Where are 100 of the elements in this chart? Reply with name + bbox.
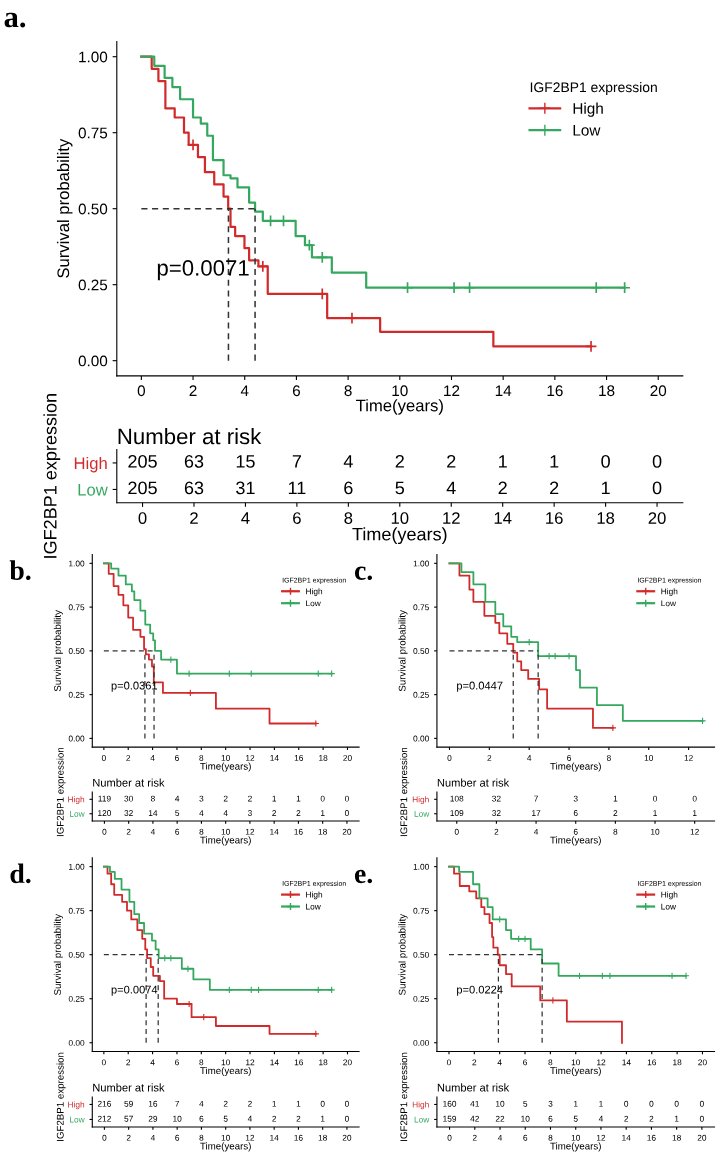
x-tick-label: 8 (548, 1134, 553, 1141)
x-tick-label: 6 (175, 755, 179, 761)
chart-title: d. (10, 863, 31, 884)
x-axis-title: Time(years) (550, 1142, 601, 1152)
data-label: 1 (272, 1100, 277, 1107)
data-label: 120 (98, 810, 112, 816)
x-tick-label: 4 (497, 1059, 502, 1066)
x-tick-label: 2 (494, 828, 499, 835)
x-tick-label: 6 (567, 755, 571, 761)
data-label: 0 (344, 1115, 349, 1122)
x-tick-label: 14 (270, 1059, 279, 1066)
x-tick-label: 6 (523, 1134, 528, 1141)
x-tick-label: 8 (606, 755, 611, 761)
y-tick-label: High (68, 1101, 85, 1110)
x-tick-label: 2 (126, 755, 131, 761)
chart-title: Number at risk (437, 1083, 510, 1092)
data-label: 63 (184, 454, 204, 468)
y-tick-label: Low (414, 811, 430, 817)
y-tick-label: 0.75 (78, 127, 108, 139)
y-tick-label: 0.50 (413, 648, 429, 654)
legend-label: High (306, 891, 323, 900)
x-tick-label: 12 (246, 755, 255, 761)
x-tick-label: 12 (596, 1134, 606, 1141)
x-tick-label: 20 (698, 1059, 707, 1066)
data-label: 1 (674, 1115, 679, 1122)
x-tick-label: 8 (199, 1134, 204, 1141)
chart-title: b. (9, 560, 31, 581)
data-label: 0 (653, 795, 658, 802)
chart-title: e. (354, 869, 373, 884)
x-tick-label: 12 (245, 1134, 255, 1141)
y-axis-title: Survival probability (398, 913, 408, 996)
data-label: 0 (692, 795, 697, 802)
x-tick-label: 12 (690, 828, 699, 835)
data-label: 4 (199, 1100, 204, 1107)
x-axis-title: Time(years) (200, 836, 251, 846)
annotation: p=0.0361 (111, 681, 158, 692)
y-tick-label: High (74, 456, 107, 473)
x-tick-label: 8 (613, 828, 618, 835)
x-tick-label: 2 (190, 512, 198, 524)
data-label: 1 (653, 810, 657, 816)
x-tick-label: 10 (221, 755, 230, 761)
x-tick-label: 14 (622, 1134, 631, 1141)
y-tick-label: 0.00 (413, 735, 429, 742)
x-tick-label: 4 (150, 1134, 155, 1141)
x-tick-label: 18 (319, 755, 328, 761)
x-tick-label: 16 (647, 1059, 657, 1066)
x-tick-label: 4 (150, 1059, 155, 1066)
data-label: 0 (674, 1100, 679, 1107)
x-axis-title: Time(years) (200, 762, 251, 772)
x-tick-label: 0 (454, 828, 459, 835)
x-tick-label: 8 (199, 828, 204, 835)
data-label: 0 (344, 810, 349, 816)
x-tick-label: 16 (294, 755, 304, 761)
data-label: 7 (175, 1100, 180, 1107)
x-tick-label: 18 (673, 1059, 682, 1066)
data-label: 6 (548, 1115, 553, 1122)
y-tick-label: 0.25 (413, 691, 429, 698)
x-tick-label: 10 (392, 385, 408, 397)
x-tick-label: 0 (137, 385, 146, 397)
y-tick-label: High (412, 796, 429, 805)
legend-label: High (661, 588, 678, 596)
data-label: 3 (247, 810, 252, 816)
data-label: 1 (599, 1100, 603, 1107)
data-label: 14 (148, 810, 158, 816)
data-label: 1 (321, 1115, 325, 1122)
data-label: 4 (223, 810, 228, 816)
x-tick-label: 4 (533, 828, 539, 835)
y-tick-label: 1.00 (413, 863, 429, 870)
data-label: 6 (199, 1115, 204, 1122)
y-axis-title: IGF2BP1 expression (400, 1052, 410, 1141)
y-tick-label: 1.00 (79, 51, 108, 63)
data-label: 159 (443, 1115, 457, 1122)
data-label: 4 (343, 455, 353, 468)
data-label: 216 (97, 1100, 111, 1107)
data-label: 2 (296, 810, 301, 816)
legend-title: IGF2BP1 expression (530, 82, 657, 95)
x-tick-label: 16 (546, 512, 563, 524)
x-axis-title: Time(years) (550, 1066, 601, 1077)
y-tick-label: 0.75 (413, 907, 429, 914)
x-tick-label: 0 (447, 755, 452, 761)
x-tick-label: 0 (102, 1134, 107, 1141)
x-tick-label: 4 (497, 1134, 503, 1141)
x-tick-label: 8 (344, 512, 353, 524)
data-label: 0 (344, 795, 349, 802)
data-label: 1 (550, 455, 559, 468)
data-label: 1 (613, 795, 618, 802)
data-label: 108 (450, 795, 464, 802)
data-label: 3 (199, 795, 204, 802)
y-axis-title: IGF2BP1 expression (43, 394, 61, 558)
y-tick-label: Low (70, 811, 85, 817)
x-tick-label: 6 (175, 1059, 179, 1066)
x-tick-label: 2 (472, 1134, 477, 1141)
y-tick-label: 0.75 (68, 907, 85, 914)
x-tick-label: 4 (527, 755, 532, 761)
data-label: 57 (124, 1115, 133, 1122)
data-label: 4 (199, 810, 204, 816)
x-tick-label: 2 (126, 1059, 131, 1066)
legend-label: High (573, 102, 603, 117)
data-label: 41 (470, 1100, 480, 1107)
y-tick-label: 1.00 (69, 863, 85, 870)
